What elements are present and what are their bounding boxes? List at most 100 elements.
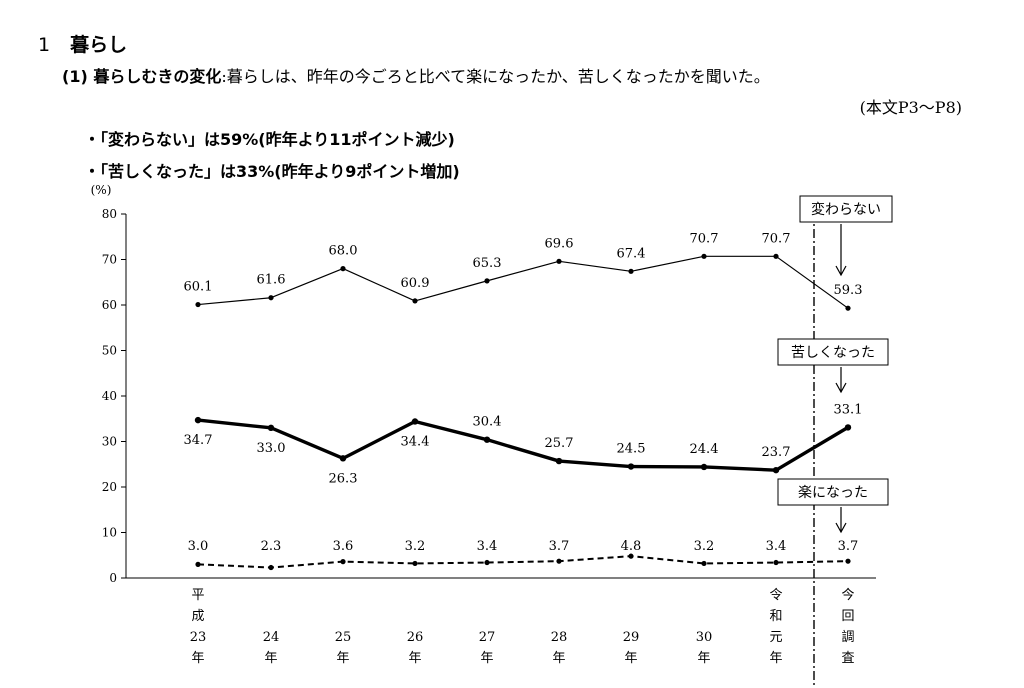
data-label: 59.3 bbox=[834, 283, 863, 298]
y-tick-label: 10 bbox=[102, 526, 117, 540]
x-tick-label: 年 bbox=[697, 651, 710, 666]
data-label: 3.2 bbox=[405, 539, 426, 554]
y-tick-label: 80 bbox=[102, 207, 117, 221]
data-point bbox=[340, 559, 346, 565]
data-point bbox=[773, 559, 779, 566]
data-label: 23.7 bbox=[762, 445, 791, 460]
series-line-2 bbox=[197, 418, 849, 472]
data-label: 61.6 bbox=[257, 273, 286, 288]
x-tick-label: 年 bbox=[552, 651, 565, 666]
x-tick-label: 28 bbox=[551, 630, 568, 645]
section-title-text: 暮らし bbox=[70, 34, 128, 56]
data-label: 70.7 bbox=[762, 231, 791, 246]
data-point bbox=[268, 564, 274, 571]
y-tick-label: 30 bbox=[102, 435, 117, 449]
data-label: 26.3 bbox=[329, 471, 358, 486]
series-line-1 bbox=[197, 255, 849, 309]
legend-callout-box bbox=[777, 478, 889, 506]
data-point bbox=[195, 561, 201, 567]
data-point bbox=[773, 253, 779, 259]
data-label: 3.4 bbox=[766, 539, 787, 554]
legend-callout-label: 変わらない bbox=[811, 201, 881, 218]
data-point bbox=[700, 463, 708, 471]
y-tick-label: 50 bbox=[102, 344, 117, 358]
data-point bbox=[772, 466, 780, 474]
x-tick-label: 回 bbox=[841, 609, 854, 624]
y-tick-label: 20 bbox=[102, 480, 117, 494]
y-tick-label: 60 bbox=[102, 298, 117, 312]
x-tick-label: 30 bbox=[696, 630, 713, 645]
page-reference: (本文P3〜P8) bbox=[859, 98, 962, 117]
data-point bbox=[268, 295, 274, 301]
data-point bbox=[628, 268, 634, 274]
data-label: 4.8 bbox=[621, 539, 642, 554]
data-point bbox=[267, 424, 275, 432]
legend-callout-box bbox=[799, 195, 893, 223]
legend-callout-label: 楽になった bbox=[798, 485, 868, 501]
x-tick-label: 年 bbox=[336, 651, 349, 666]
data-label: 2.3 bbox=[261, 539, 282, 554]
data-label: 34.4 bbox=[401, 434, 430, 449]
x-tick-label: 平 bbox=[191, 588, 204, 603]
data-point bbox=[412, 560, 418, 567]
data-point bbox=[627, 463, 635, 470]
x-tick-label: 年 bbox=[624, 651, 637, 666]
data-point bbox=[340, 266, 346, 272]
data-label: 69.6 bbox=[545, 236, 574, 251]
x-tick-label: 26 bbox=[407, 630, 424, 645]
x-tick-label: 令 bbox=[769, 588, 782, 603]
x-tick-label: 29 bbox=[623, 630, 640, 645]
x-tick-label: 年 bbox=[264, 651, 277, 666]
x-tick-label: 27 bbox=[479, 630, 496, 645]
data-point bbox=[483, 436, 491, 443]
subsection-heading: (1) 暮らしむきの変化 bbox=[62, 67, 222, 86]
data-label: 33.0 bbox=[257, 441, 286, 456]
callout-arrow-head bbox=[835, 382, 847, 394]
data-point bbox=[195, 301, 201, 308]
data-point bbox=[484, 559, 490, 566]
data-label: 30.4 bbox=[473, 415, 502, 430]
data-point bbox=[194, 416, 202, 424]
x-tick-label: 調 bbox=[841, 630, 854, 645]
y-tick-label: 0 bbox=[109, 571, 117, 585]
x-tick-label: 23 bbox=[190, 630, 207, 645]
x-tick-label: 今 bbox=[841, 587, 854, 603]
data-label: 60.1 bbox=[184, 280, 213, 295]
data-point bbox=[845, 305, 851, 311]
data-point bbox=[845, 558, 851, 564]
x-tick-label: 年 bbox=[769, 651, 782, 666]
data-point bbox=[844, 424, 852, 431]
x-tick-label: 24 bbox=[263, 630, 280, 645]
data-label: 3.2 bbox=[694, 539, 715, 554]
data-label: 67.4 bbox=[617, 246, 646, 261]
data-label: 24.4 bbox=[690, 442, 719, 457]
section-number: 1 bbox=[38, 34, 51, 56]
data-point bbox=[411, 418, 419, 425]
data-point bbox=[555, 457, 563, 465]
summary-bullet-unchanged: ・「変わらない」は59%(昨年より11ポイント減少) bbox=[84, 130, 455, 149]
data-point bbox=[412, 298, 418, 304]
data-label: 33.1 bbox=[834, 402, 863, 417]
x-tick-label: 和 bbox=[769, 609, 782, 624]
data-label: 3.4 bbox=[477, 539, 498, 554]
x-tick-label: 25 bbox=[335, 630, 352, 645]
x-tick-label: 元 bbox=[769, 630, 782, 645]
data-point bbox=[701, 253, 707, 259]
section-title: 1 暮らし bbox=[38, 30, 127, 57]
subsection-line: (1) 暮らしむきの変化:暮らしは、昨年の今ごろと比べて楽になったか、苦しくなっ… bbox=[62, 63, 770, 87]
data-label: 68.0 bbox=[329, 244, 358, 259]
data-point bbox=[339, 455, 347, 462]
subsection-description: :暮らしは、昨年の今ごろと比べて楽になったか、苦しくなったかを聞いた。 bbox=[221, 67, 770, 86]
legend-callout-box bbox=[777, 338, 889, 366]
data-label: 60.9 bbox=[401, 276, 430, 291]
legend-callout-label: 苦しくなった bbox=[791, 345, 875, 361]
data-label: 3.7 bbox=[838, 539, 859, 554]
y-tick-label: 40 bbox=[102, 389, 117, 403]
summary-bullet-harder: ・「苦しくなった」は33%(昨年より9ポイント増加) bbox=[84, 162, 460, 181]
data-point bbox=[556, 258, 562, 264]
data-label: 25.7 bbox=[545, 436, 574, 451]
data-label: 3.7 bbox=[549, 539, 570, 554]
data-point bbox=[628, 553, 634, 559]
x-tick-label: 年 bbox=[191, 651, 204, 666]
